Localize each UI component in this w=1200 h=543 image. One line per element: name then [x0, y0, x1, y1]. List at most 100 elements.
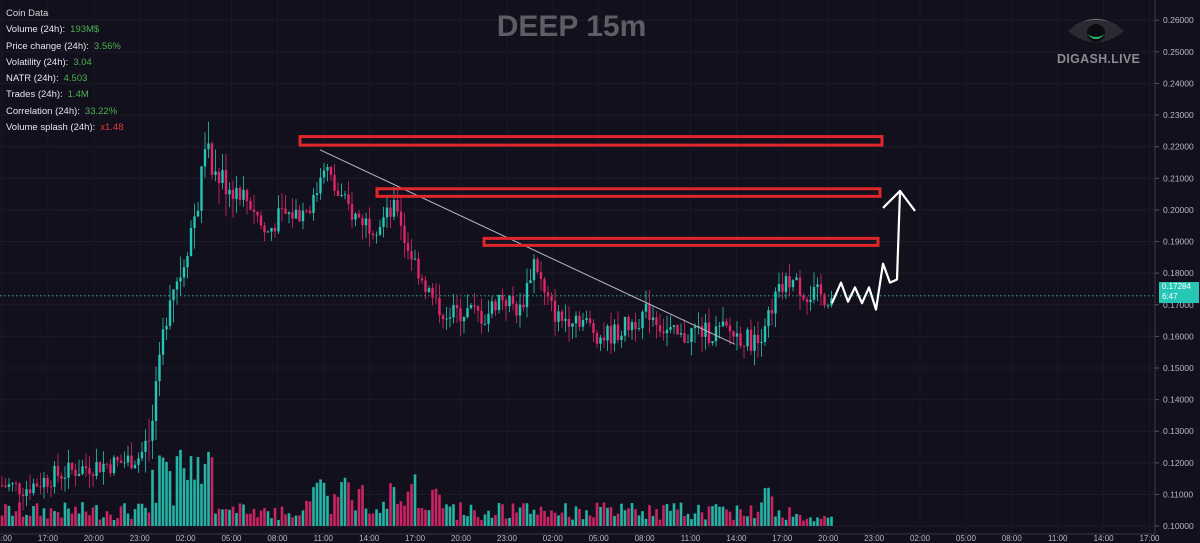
- candle-body: [123, 462, 126, 464]
- volume-bar: [508, 517, 511, 526]
- volume-bar: [336, 496, 340, 526]
- volume-bar: [753, 518, 756, 526]
- candle-body: [378, 226, 382, 235]
- candle-body: [620, 335, 623, 340]
- volume-bar: [546, 516, 550, 526]
- candle-body: [714, 326, 718, 342]
- candle-body: [196, 210, 200, 217]
- volume-bar: [704, 519, 707, 526]
- volume-bar: [42, 508, 46, 526]
- candle-body: [336, 190, 340, 196]
- volume-bar: [459, 502, 462, 526]
- x-tick-label: 17:00: [1139, 534, 1160, 543]
- volume-bar: [767, 487, 770, 526]
- candle-body: [739, 333, 742, 346]
- y-tick-label: 0.20000: [1163, 205, 1194, 215]
- volume-bar: [784, 519, 788, 526]
- candle-body: [179, 277, 182, 282]
- x-tick-label: 23:00: [497, 534, 518, 543]
- candle-body: [224, 170, 228, 195]
- volume-bar: [39, 515, 42, 526]
- x-tick-label: 14:00: [726, 534, 747, 543]
- volume-bar: [455, 519, 459, 526]
- coin-data-row: Volume (24h): 193M$: [6, 22, 124, 38]
- candle-body: [753, 334, 756, 351]
- volume-bar: [483, 514, 487, 526]
- candle-body: [263, 225, 266, 233]
- volume-bar: [686, 513, 690, 526]
- candle-body: [515, 303, 518, 316]
- x-tick-label: 05:00: [589, 534, 610, 543]
- volume-bar: [371, 513, 375, 526]
- chart-title: DEEP 15m: [496, 10, 647, 43]
- volume-bar: [392, 487, 396, 526]
- candle-body: [294, 209, 298, 219]
- candle-body: [536, 259, 539, 273]
- candle-body: [420, 278, 424, 281]
- volume-bar: [224, 509, 228, 526]
- candle-body: [487, 313, 490, 324]
- candle-body: [599, 337, 602, 344]
- volume-bar: [217, 508, 221, 526]
- candle-body: [21, 494, 25, 497]
- x-tick-label: 23:00: [130, 534, 151, 543]
- candle-body: [441, 315, 445, 320]
- candle-body: [532, 259, 536, 281]
- countdown-value: 6:47: [1162, 292, 1178, 301]
- volume-bar: [53, 511, 56, 526]
- candle-body: [109, 464, 112, 474]
- coin-data-value: 33.22%: [84, 105, 118, 117]
- volume-bar: [364, 508, 368, 526]
- volume-bar: [714, 504, 718, 526]
- candle-body: [350, 203, 354, 220]
- candle-body: [410, 251, 413, 260]
- volume-bar: [620, 503, 623, 526]
- volume-bar: [200, 483, 203, 526]
- volume-bar: [739, 509, 742, 526]
- volume-bar: [179, 449, 182, 526]
- coin-data-value: 1.4M: [67, 89, 89, 101]
- candle-body: [609, 325, 613, 344]
- volume-bar: [140, 503, 144, 526]
- x-tick-label: 08:00: [1002, 534, 1023, 543]
- volume-bar: [312, 487, 315, 526]
- candle-body: [732, 331, 735, 337]
- candle-body: [571, 323, 574, 327]
- volume-bar: [448, 506, 452, 526]
- candle-body: [665, 329, 669, 334]
- coin-data-row: Correlation (24h): 33.22%: [6, 104, 124, 120]
- volume-bar: [81, 502, 84, 526]
- y-tick-label: 0.25000: [1163, 47, 1194, 57]
- candle-body: [231, 189, 235, 199]
- candle-body: [70, 462, 74, 470]
- candle-body: [291, 212, 294, 219]
- candle-body: [35, 483, 39, 487]
- volume-bar: [417, 508, 420, 526]
- candle-body: [193, 216, 196, 228]
- candle-body: [333, 174, 336, 191]
- candle-body: [214, 171, 217, 175]
- volume-bar: [221, 509, 224, 526]
- volume-bar: [25, 514, 28, 526]
- x-tick-label: 11:00: [681, 534, 701, 543]
- y-tick-label: 0.11000: [1163, 489, 1193, 499]
- candle-body: [438, 298, 441, 316]
- candle-body: [74, 469, 77, 477]
- volume-bar: [809, 517, 812, 526]
- volume-bar: [130, 518, 133, 526]
- candle-body: [819, 284, 823, 295]
- candle-body: [700, 326, 704, 337]
- coin-data-row: Volume splash (24h): x1.48: [6, 120, 124, 136]
- candle-body: [105, 463, 109, 465]
- candle-body: [39, 486, 42, 488]
- volume-bar: [7, 505, 11, 526]
- candle-body: [298, 209, 301, 222]
- candle-body: [763, 326, 767, 342]
- candle-body: [459, 308, 462, 322]
- candle-body: [312, 194, 315, 213]
- volume-bar: [613, 515, 616, 526]
- volume-bar: [284, 514, 287, 526]
- candle-body: [140, 451, 144, 459]
- volume-bar: [91, 507, 95, 526]
- volume-bar: [161, 457, 165, 526]
